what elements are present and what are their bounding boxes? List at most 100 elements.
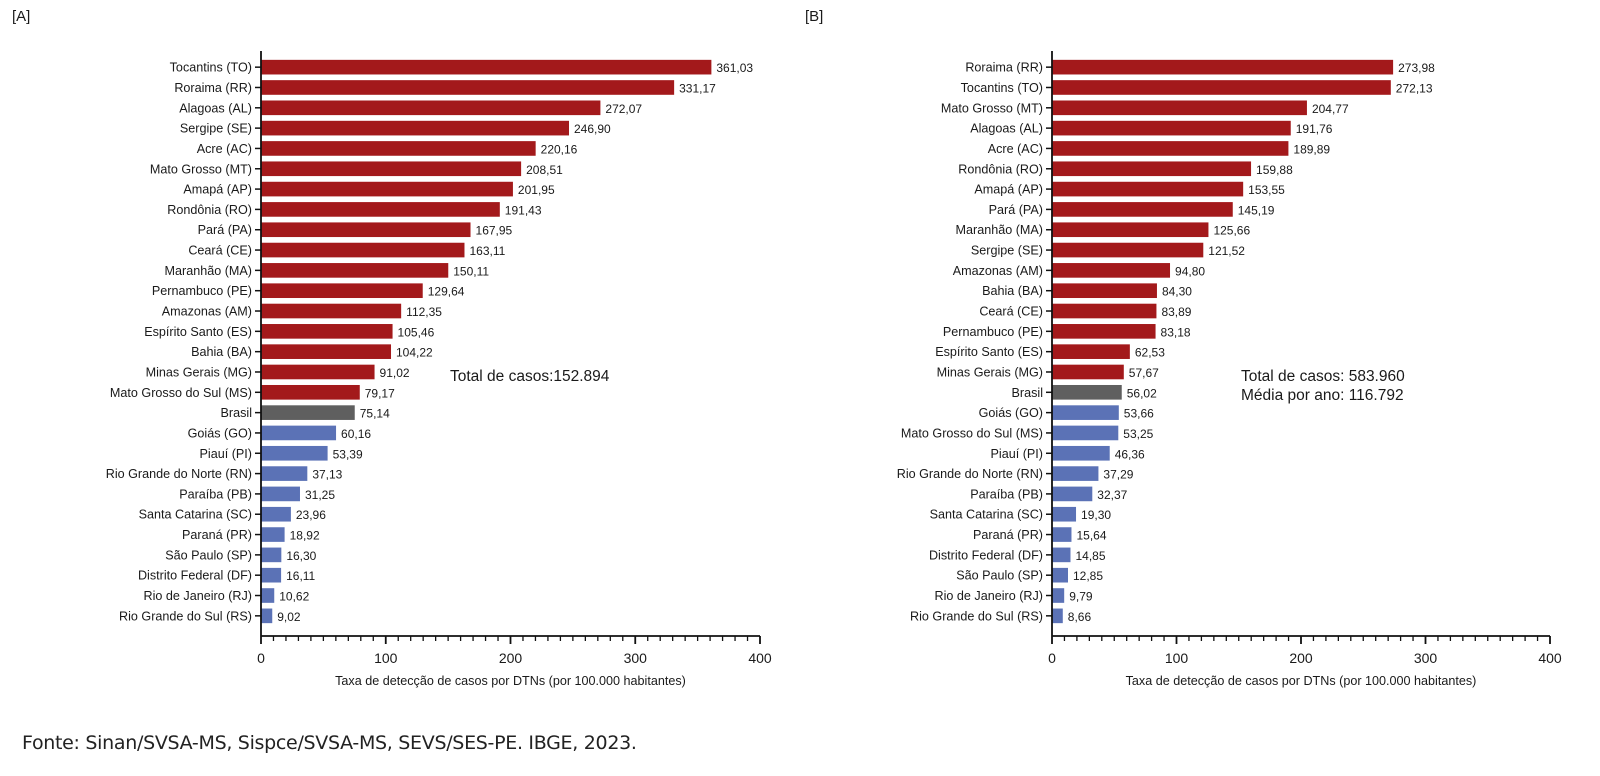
bar-7 — [1052, 181, 1244, 197]
bar-16 — [1052, 364, 1124, 380]
value-label: 159,88 — [1256, 163, 1293, 177]
category-label: Mato Grosso (MT) — [150, 162, 252, 176]
bar-16 — [261, 364, 375, 380]
category-label: Amazonas (AM) — [953, 264, 1043, 278]
value-label: 53,39 — [333, 447, 363, 461]
value-label: 18,92 — [290, 529, 320, 543]
category-label: Espírito Santo (ES) — [935, 345, 1043, 359]
bar-5 — [261, 141, 536, 156]
x-tick-label: 200 — [1289, 650, 1313, 666]
category-label: Bahia (BA) — [191, 345, 252, 359]
value-label: 9,79 — [1069, 590, 1093, 604]
category-label: Tocantins (TO) — [961, 81, 1043, 95]
bar-chart-b: Roraima (RR) 273,98 Tocantins (TO) 272,13 Ma… — [897, 51, 1562, 688]
bar-23 — [261, 506, 291, 522]
bar-22 — [261, 486, 300, 502]
bar-24 — [261, 527, 285, 542]
category-label: Tocantins (TO) — [170, 61, 252, 75]
bar-17 — [261, 384, 360, 400]
x-axis-title: Taxa de detecção de casos por DTNs (por … — [335, 674, 686, 688]
bar-6 — [261, 161, 522, 177]
category-label: Santa Catarina (SC) — [139, 508, 252, 522]
value-label: 105,46 — [398, 325, 435, 339]
category-label: Rio de Janeiro (RJ) — [935, 589, 1044, 603]
bar-14 — [261, 324, 393, 339]
value-label: 163,11 — [469, 244, 505, 258]
value-label: 16,30 — [286, 549, 316, 563]
value-label: 246,90 — [574, 122, 611, 136]
bar-25 — [261, 547, 282, 563]
value-label: 56,02 — [1127, 386, 1157, 400]
bar-26 — [261, 567, 282, 583]
value-label: 201,95 — [518, 183, 555, 197]
value-label: 191,43 — [505, 203, 542, 217]
bar-4 — [261, 120, 570, 136]
value-label: 94,80 — [1175, 264, 1205, 278]
category-label: Paraná (PR) — [973, 528, 1043, 542]
category-label: Maranhão (MA) — [956, 223, 1044, 237]
x-tick-label: 300 — [624, 650, 648, 666]
bar-14 — [1052, 324, 1156, 339]
category-label: Ceará (CE) — [188, 244, 252, 258]
bar-24 — [1052, 527, 1072, 542]
bar-18 — [261, 405, 355, 420]
value-label: 57,67 — [1129, 366, 1159, 380]
value-label: 12,85 — [1073, 569, 1103, 583]
category-label: Mato Grosso (MT) — [941, 101, 1043, 115]
value-label: 84,30 — [1162, 285, 1192, 299]
value-label: 37,29 — [1103, 468, 1133, 482]
value-label: 31,25 — [305, 488, 335, 502]
bar-26 — [1052, 567, 1068, 583]
value-label: 37,13 — [312, 468, 342, 482]
bar-5 — [1052, 141, 1289, 156]
x-tick-label: 0 — [257, 650, 265, 666]
value-label: 10,62 — [279, 590, 309, 604]
value-label: 32,37 — [1097, 488, 1127, 502]
value-label: 112,35 — [406, 305, 442, 319]
bar-22 — [1052, 486, 1093, 502]
category-label: Sergipe (SE) — [180, 122, 252, 136]
bar-11 — [1052, 263, 1171, 278]
value-label: 91,02 — [380, 366, 410, 380]
bar-15 — [1052, 344, 1130, 359]
category-label: Rio Grande do Norte (RN) — [897, 467, 1043, 481]
value-label: 272,07 — [605, 102, 642, 116]
category-label: Pará (PA) — [198, 223, 252, 237]
value-label: 204,77 — [1312, 102, 1349, 116]
bar-9 — [1052, 222, 1209, 238]
value-label: 273,98 — [1398, 61, 1435, 75]
bar-2 — [1052, 80, 1391, 95]
bar-28 — [1052, 608, 1063, 624]
value-label: 14,85 — [1075, 549, 1105, 563]
panel-label-b: [B] — [805, 8, 824, 25]
category-label: Brasil — [221, 406, 253, 420]
category-label: Piauí (PI) — [200, 447, 253, 461]
category-label: Bahia (BA) — [982, 284, 1043, 298]
value-label: 53,66 — [1124, 407, 1154, 421]
bar-6 — [1052, 161, 1252, 177]
bar-15 — [261, 344, 392, 359]
bar-19 — [1052, 425, 1119, 441]
value-label: 208,51 — [526, 163, 563, 177]
value-label: 361,03 — [716, 61, 753, 75]
bar-20 — [261, 445, 328, 461]
value-label: 167,95 — [476, 224, 513, 238]
value-label: 191,76 — [1296, 122, 1333, 136]
x-tick-label: 400 — [748, 650, 772, 666]
bar-17 — [1052, 384, 1122, 400]
category-label: Rio Grande do Norte (RN) — [106, 467, 252, 481]
bar-2 — [261, 80, 675, 95]
category-label: Amapá (AP) — [183, 183, 252, 197]
category-label: Paraíba (PB) — [179, 487, 252, 501]
value-label: 75,14 — [360, 407, 390, 421]
bar-13 — [261, 303, 402, 319]
value-label: 19,30 — [1081, 508, 1111, 522]
category-label: Piauí (PI) — [991, 447, 1044, 461]
x-tick-label: 200 — [499, 650, 523, 666]
bar-1 — [261, 59, 712, 75]
bar-13 — [1052, 303, 1157, 319]
bar-19 — [261, 425, 337, 441]
category-label: Alagoas (AL) — [179, 101, 252, 115]
bar-12 — [1052, 283, 1157, 299]
value-label: 83,18 — [1161, 325, 1191, 339]
